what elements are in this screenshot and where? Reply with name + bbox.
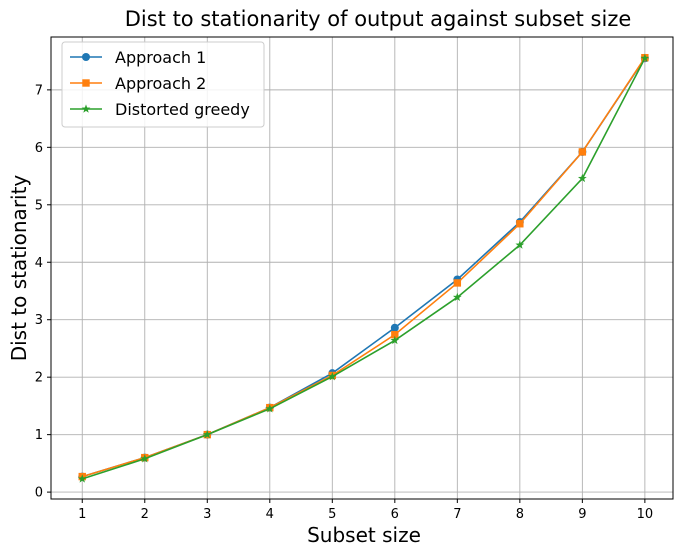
x-tick-label: 7 <box>453 507 461 522</box>
x-tick-label: 2 <box>141 507 149 522</box>
data-point <box>77 474 87 483</box>
legend-label: Distorted greedy <box>115 100 250 119</box>
x-axis-label: Subset size <box>307 523 421 547</box>
legend-box <box>61 41 265 128</box>
x-tick-label: 3 <box>203 507 211 522</box>
y-tick-label: 6 <box>35 141 43 156</box>
data-point <box>577 173 587 183</box>
chart-title: Dist to stationarity of output against s… <box>125 7 632 31</box>
data-point <box>391 330 399 339</box>
data-point <box>452 292 462 302</box>
series-3 <box>77 53 650 483</box>
y-tick-label: 5 <box>35 198 43 213</box>
legend-item: Approach 1 <box>70 48 206 67</box>
y-tick-label: 0 <box>35 486 43 501</box>
legend-label: Approach 1 <box>115 48 206 67</box>
legend-marker <box>81 104 91 113</box>
x-tick-label: 8 <box>516 507 524 522</box>
data-point <box>140 454 150 463</box>
legend-marker <box>82 79 90 87</box>
data-point <box>515 240 525 249</box>
legend: Approach 1 Approach 2 Distorted greedy <box>61 41 265 128</box>
x-tick-label: 9 <box>578 507 586 522</box>
data-point <box>453 279 462 287</box>
data-point <box>327 372 337 381</box>
legend-item: Approach 2 <box>70 74 206 93</box>
plot-frame <box>50 36 674 500</box>
data-point <box>390 323 399 332</box>
data-point <box>202 430 212 439</box>
y-tick-label: 3 <box>35 313 43 328</box>
data-point <box>390 335 400 345</box>
y-tick-label: 7 <box>35 83 43 98</box>
series-layer <box>77 53 650 483</box>
data-point <box>640 53 650 62</box>
x-tick-label: 5 <box>328 507 336 522</box>
x-tick-label: 1 <box>78 507 86 522</box>
y-tick-label: 4 <box>35 256 43 271</box>
series-line <box>82 57 646 480</box>
y-axis-label: Dist to stationarity <box>7 175 31 362</box>
data-point <box>516 220 524 228</box>
y-tick-label: 2 <box>35 371 43 386</box>
legend-marker <box>82 53 90 61</box>
y-tick-label: 1 <box>35 428 43 443</box>
x-tick-label: 6 <box>391 507 399 522</box>
x-tick-label: 10 <box>637 507 654 522</box>
data-point <box>578 148 587 156</box>
legend-label: Approach 2 <box>115 74 206 93</box>
grid-lines <box>51 37 673 499</box>
data-point <box>265 404 275 413</box>
x-tick-label: 4 <box>266 507 274 522</box>
legend-item: Distorted greedy <box>70 100 250 119</box>
axis-ticks: 1 2 3 4 5 6 7 8 9 10 0 1 2 3 4 5 6 7 <box>35 83 653 522</box>
